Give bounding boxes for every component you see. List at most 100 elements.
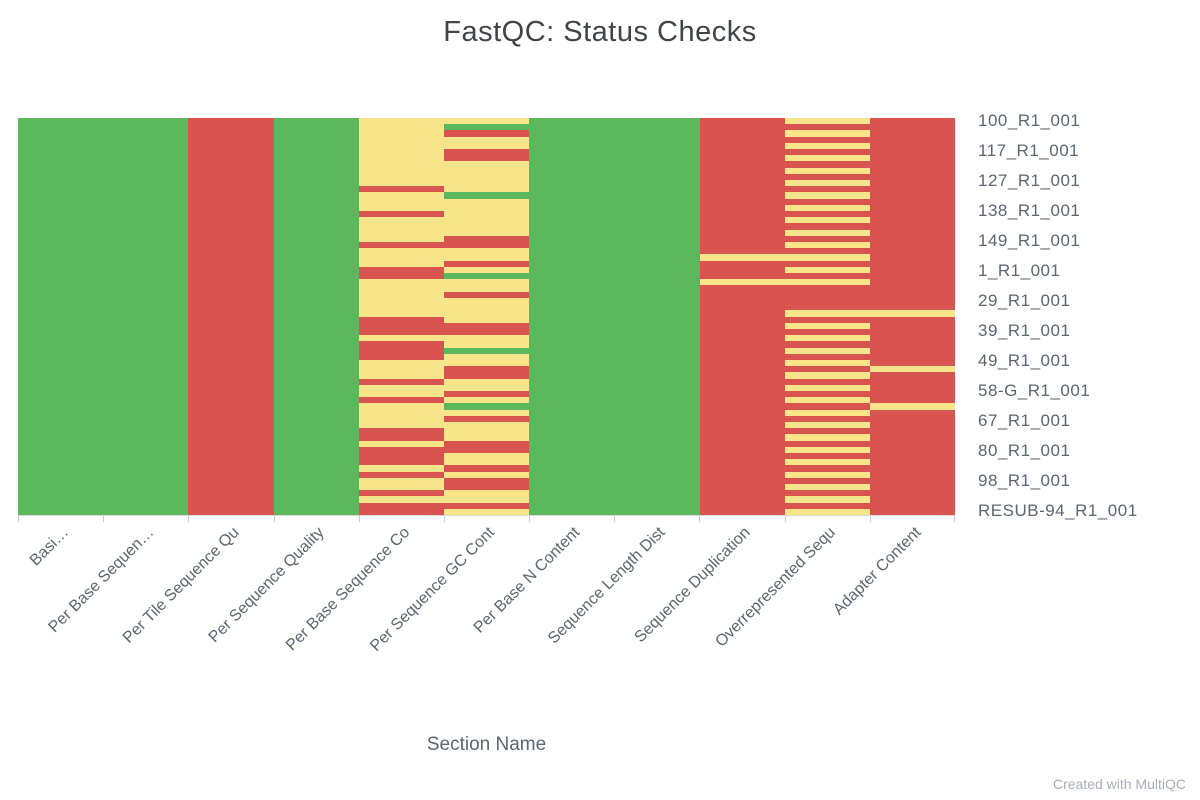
- heatmap-cell[interactable]: [699, 291, 785, 298]
- heatmap-cell[interactable]: [188, 223, 274, 230]
- heatmap-cell[interactable]: [18, 223, 104, 230]
- heatmap-cell[interactable]: [358, 304, 444, 311]
- heatmap-cell[interactable]: [358, 291, 444, 298]
- heatmap-cell[interactable]: [784, 328, 870, 336]
- heatmap-column[interactable]: [103, 118, 189, 515]
- heatmap-cell[interactable]: [273, 235, 359, 243]
- heatmap-cell[interactable]: [273, 180, 359, 187]
- heatmap-cell[interactable]: [273, 341, 359, 348]
- heatmap-cell[interactable]: [529, 372, 615, 379]
- heatmap-cell[interactable]: [18, 384, 104, 391]
- heatmap-cell[interactable]: [784, 502, 870, 509]
- heatmap-cell[interactable]: [784, 459, 870, 466]
- heatmap-cell[interactable]: [614, 384, 700, 391]
- heatmap-cell[interactable]: [614, 198, 700, 205]
- heatmap-cell[interactable]: [699, 173, 785, 181]
- heatmap-cell[interactable]: [443, 149, 530, 156]
- heatmap-cell[interactable]: [188, 359, 274, 367]
- heatmap-cell[interactable]: [103, 403, 189, 410]
- heatmap-cell[interactable]: [103, 378, 189, 385]
- heatmap-cell[interactable]: [358, 180, 444, 187]
- heatmap-cell[interactable]: [869, 211, 956, 218]
- heatmap-cell[interactable]: [358, 149, 444, 156]
- heatmap-cell[interactable]: [103, 124, 189, 131]
- heatmap-cell[interactable]: [443, 124, 530, 131]
- heatmap-cell[interactable]: [188, 390, 274, 398]
- heatmap-cell[interactable]: [358, 440, 444, 447]
- heatmap-cell[interactable]: [358, 397, 444, 404]
- heatmap-cell[interactable]: [443, 297, 530, 305]
- heatmap-cell[interactable]: [18, 211, 104, 218]
- heatmap-cell[interactable]: [273, 124, 359, 131]
- heatmap-cell[interactable]: [443, 477, 530, 484]
- heatmap-cell[interactable]: [529, 248, 615, 255]
- heatmap-cell[interactable]: [358, 155, 444, 162]
- heatmap-cell[interactable]: [273, 328, 359, 336]
- heatmap-cell[interactable]: [784, 452, 870, 460]
- heatmap-cell[interactable]: [529, 452, 615, 460]
- heatmap-cell[interactable]: [18, 452, 104, 460]
- heatmap-cell[interactable]: [188, 428, 274, 435]
- heatmap-cell[interactable]: [358, 204, 444, 212]
- heatmap-cell[interactable]: [529, 310, 615, 317]
- heatmap-cell[interactable]: [443, 452, 530, 460]
- heatmap-cell[interactable]: [699, 304, 785, 311]
- heatmap-cell[interactable]: [614, 118, 700, 125]
- heatmap-cell[interactable]: [869, 434, 956, 441]
- heatmap-cell[interactable]: [699, 502, 785, 509]
- heatmap-cell[interactable]: [273, 192, 359, 199]
- heatmap-cell[interactable]: [869, 483, 956, 491]
- heatmap-cell[interactable]: [784, 198, 870, 205]
- heatmap-cell[interactable]: [614, 260, 700, 267]
- heatmap-cell[interactable]: [529, 279, 615, 286]
- heatmap-cell[interactable]: [358, 428, 444, 435]
- heatmap-cell[interactable]: [358, 353, 444, 360]
- heatmap-cell[interactable]: [614, 483, 700, 491]
- heatmap-cell[interactable]: [529, 403, 615, 410]
- heatmap-cell[interactable]: [529, 161, 615, 168]
- heatmap-cell[interactable]: [529, 440, 615, 447]
- heatmap-cell[interactable]: [869, 440, 956, 447]
- heatmap-cell[interactable]: [529, 465, 615, 472]
- heatmap-cell[interactable]: [188, 229, 274, 236]
- heatmap-cell[interactable]: [699, 372, 785, 379]
- heatmap-cell[interactable]: [529, 434, 615, 441]
- heatmap-cell[interactable]: [273, 297, 359, 305]
- heatmap-column[interactable]: [358, 118, 444, 515]
- heatmap-cell[interactable]: [869, 192, 956, 199]
- heatmap-cell[interactable]: [358, 496, 444, 503]
- heatmap-cell[interactable]: [869, 235, 956, 243]
- heatmap-cell[interactable]: [273, 477, 359, 484]
- heatmap-cell[interactable]: [869, 254, 956, 261]
- heatmap-cell[interactable]: [614, 297, 700, 305]
- heatmap-cell[interactable]: [529, 155, 615, 162]
- heatmap-cell[interactable]: [443, 173, 530, 181]
- heatmap-cell[interactable]: [273, 428, 359, 435]
- heatmap-cell[interactable]: [18, 335, 104, 342]
- heatmap-cell[interactable]: [358, 483, 444, 491]
- heatmap-cell[interactable]: [18, 310, 104, 317]
- heatmap-cell[interactable]: [103, 471, 189, 478]
- heatmap-cell[interactable]: [188, 304, 274, 311]
- heatmap-cell[interactable]: [614, 403, 700, 410]
- heatmap-cell[interactable]: [784, 279, 870, 286]
- heatmap-cell[interactable]: [443, 118, 530, 125]
- heatmap-cell[interactable]: [614, 446, 700, 453]
- heatmap-cell[interactable]: [529, 291, 615, 298]
- heatmap-cell[interactable]: [614, 204, 700, 212]
- heatmap-cell[interactable]: [784, 167, 870, 174]
- heatmap-cell[interactable]: [103, 366, 189, 373]
- heatmap-cell[interactable]: [443, 353, 530, 360]
- heatmap-cell[interactable]: [273, 316, 359, 323]
- heatmap-cell[interactable]: [784, 446, 870, 453]
- heatmap-cell[interactable]: [529, 347, 615, 354]
- heatmap-cell[interactable]: [443, 161, 530, 168]
- heatmap-cell[interactable]: [784, 434, 870, 441]
- heatmap-cell[interactable]: [614, 335, 700, 342]
- heatmap-cell[interactable]: [869, 130, 956, 137]
- heatmap-cell[interactable]: [869, 266, 956, 274]
- heatmap-cell[interactable]: [18, 235, 104, 243]
- heatmap-cell[interactable]: [273, 254, 359, 261]
- heatmap-cell[interactable]: [869, 341, 956, 348]
- heatmap-cell[interactable]: [103, 217, 189, 224]
